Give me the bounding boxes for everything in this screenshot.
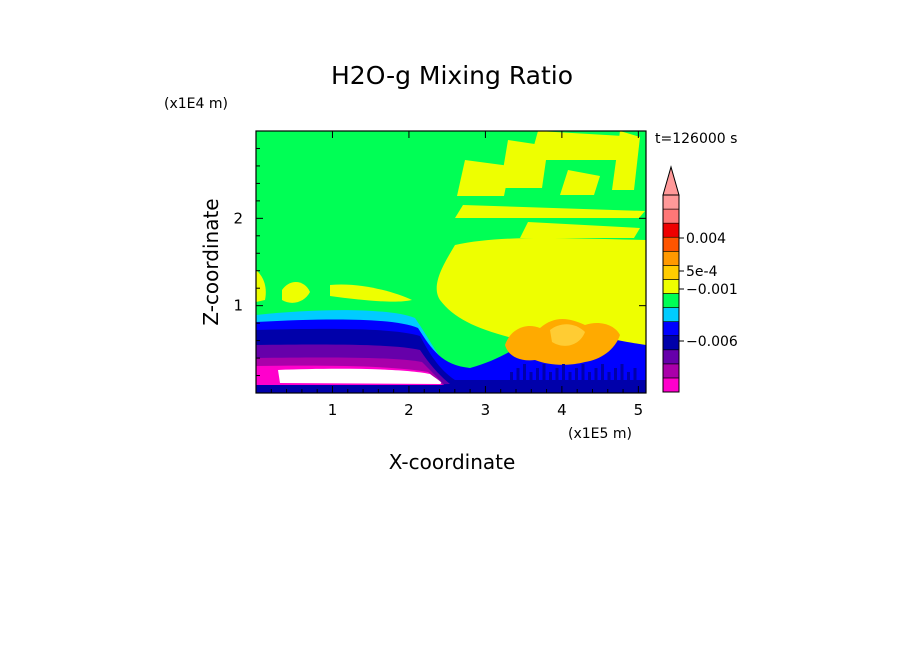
chart-title: H2O-g Mixing Ratio: [331, 61, 573, 90]
yellow-streak: [455, 205, 645, 218]
convective-column: [516, 368, 520, 388]
colorbar-swatch: [662, 377, 680, 393]
convective-column: [627, 372, 630, 392]
x-tick-label: 2: [404, 401, 414, 419]
colorbar-extend-arrow: [662, 165, 680, 196]
contour-field: [256, 131, 646, 393]
convective-column: [620, 364, 624, 384]
colorbar-swatch: [662, 307, 680, 322]
yellow-streak: [612, 131, 640, 190]
y-tick-label: 2: [233, 209, 243, 227]
colorbar-swatch: [662, 208, 680, 224]
colorbar-tick-label: −0.001: [686, 282, 738, 298]
colorbar-swatch: [662, 335, 680, 351]
colorbar-swatch: [662, 293, 680, 308]
yellow-streak: [457, 160, 510, 196]
colorbar-swatch: [662, 265, 680, 280]
yellow-streak: [520, 222, 640, 238]
orange-core: [550, 324, 585, 346]
convective-column: [568, 372, 572, 392]
colorbar-swatch: [662, 250, 680, 266]
yellow-streak: [530, 131, 640, 160]
x-axis-title: X-coordinate: [389, 450, 516, 474]
colorbar-frame: [662, 194, 680, 393]
white-core: [278, 368, 442, 384]
convective-column: [575, 368, 578, 388]
convective-column: [542, 364, 546, 384]
x-tick-label: 4: [557, 401, 567, 419]
yellow-blob: [330, 284, 412, 302]
y-unit-label: (x1E4 m): [164, 96, 228, 112]
plot-frame: [255, 130, 647, 394]
x-tick-label: 3: [481, 401, 491, 419]
time-label: t=126000 s: [655, 131, 737, 147]
convective-column: [614, 368, 617, 388]
yellow-streak: [560, 170, 600, 195]
convective-column: [588, 372, 591, 392]
colorbar-swatch: [662, 349, 680, 365]
x-tick-label: 5: [634, 401, 644, 419]
y-tick-label: 1: [233, 297, 243, 315]
y-axis-title: Z-coordinate: [199, 198, 223, 325]
x-unit-label: (x1E5 m): [568, 426, 632, 442]
convective-column: [633, 368, 637, 388]
colorbar-swatch: [662, 321, 680, 337]
colorbar-tick-label: −0.006: [686, 334, 738, 350]
x-axis: 1 2 3 4 5: [270, 131, 644, 419]
convective-column: [536, 368, 539, 388]
colorbar-tick-label: 0.004: [686, 231, 726, 247]
convective-column: [581, 364, 585, 384]
colorbar-tick-label: 5e-4: [686, 264, 718, 280]
convective-column: [601, 364, 604, 384]
colorbar-swatch: [662, 194, 680, 210]
x-tick-label: 1: [328, 401, 338, 419]
convective-column: [510, 372, 513, 392]
convective-column: [594, 368, 598, 388]
colorbar-swatch: [662, 363, 680, 379]
colorbar-swatch: [662, 279, 680, 294]
convective-column: [549, 372, 552, 392]
colorbar-swatch: [662, 236, 680, 252]
colorbar: 0.004 5e-4 −0.001 −0.006: [662, 165, 738, 393]
convective-column: [607, 372, 611, 392]
convective-column: [529, 372, 533, 392]
surface-layer: [256, 385, 646, 393]
convective-column: [562, 364, 565, 384]
y-axis: 12: [233, 147, 646, 377]
convective-column: [523, 364, 526, 384]
colorbar-swatch: [662, 222, 680, 238]
convective-column: [555, 368, 559, 388]
yellow-left-edge: [256, 270, 266, 302]
yellow-blob: [282, 281, 310, 303]
